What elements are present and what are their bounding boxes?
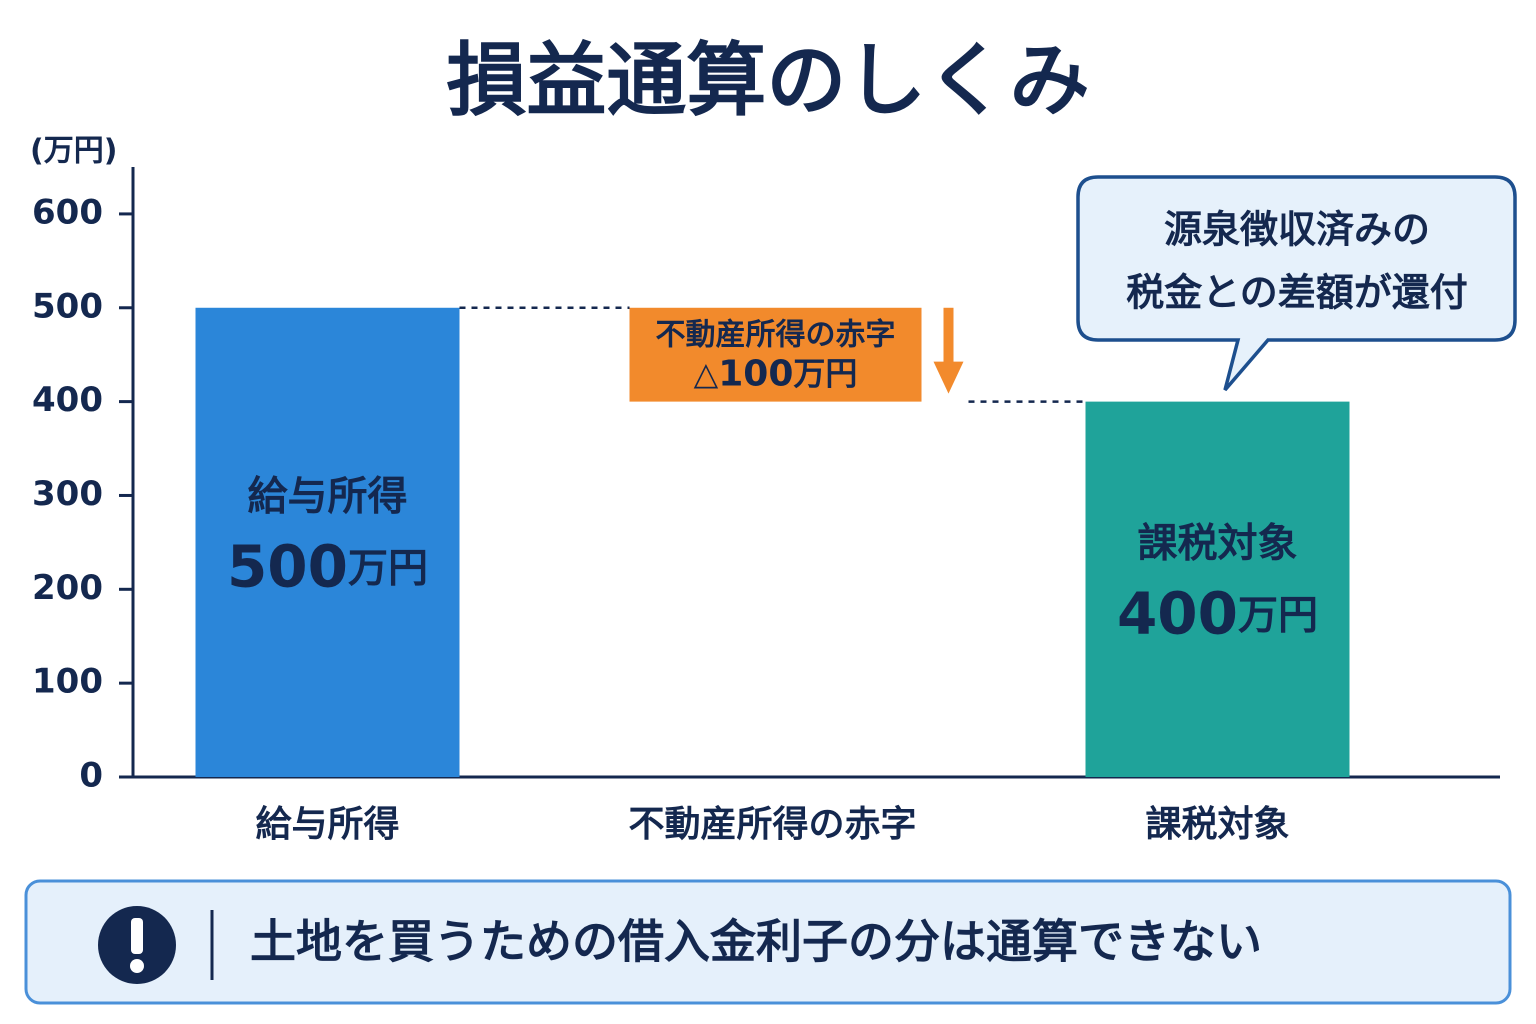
bar bbox=[195, 307, 460, 777]
chart-title: 損益通算のしくみ bbox=[446, 34, 1089, 127]
bar bbox=[1085, 401, 1350, 777]
callout-text: 税金との差額が還付 bbox=[1126, 271, 1468, 315]
arrow-shaft bbox=[943, 307, 954, 364]
bar-category: 不動産所得の赤字 bbox=[656, 317, 896, 352]
value-label-part: 100 bbox=[718, 353, 793, 394]
bar-category: 給与所得 bbox=[248, 473, 408, 519]
note-text: 土地を買うための借入金利子の分は通算できない bbox=[250, 915, 1262, 969]
value-label: 500万円 bbox=[227, 532, 428, 600]
y-tick-label: 100 bbox=[32, 662, 103, 702]
value-label: 400万円 bbox=[1117, 579, 1318, 647]
x-tick-label: 課税対象 bbox=[1145, 804, 1289, 845]
x-tick-label: 不動産所得の赤字 bbox=[628, 804, 916, 845]
y-tick-label: 300 bbox=[32, 474, 103, 514]
value-label: △100万円 bbox=[694, 353, 858, 394]
y-unit: (万円) bbox=[30, 134, 117, 169]
value-label-part: 500 bbox=[227, 532, 348, 600]
callout-box bbox=[1076, 175, 1517, 392]
note-box bbox=[24, 879, 1512, 1005]
value-label-part: △ bbox=[694, 354, 719, 392]
value-label-part: 万円 bbox=[793, 354, 857, 392]
value-label-part: 万円 bbox=[1238, 592, 1318, 638]
bar bbox=[629, 307, 922, 402]
callout-text: 源泉徴収済みの bbox=[1164, 208, 1430, 252]
y-tick-label: 500 bbox=[32, 286, 103, 326]
value-label-part: 400 bbox=[1117, 579, 1238, 647]
y-tick-label: 0 bbox=[79, 756, 103, 796]
arrow-head bbox=[933, 361, 964, 394]
y-tick-label: 600 bbox=[32, 192, 103, 232]
x-tick-label: 給与所得 bbox=[255, 804, 399, 845]
warning-icon bbox=[98, 906, 176, 984]
y-tick-label: 200 bbox=[32, 568, 103, 608]
y-tick-label: 400 bbox=[32, 380, 103, 420]
bar-category: 課税対象 bbox=[1138, 520, 1298, 566]
value-label-part: 万円 bbox=[348, 545, 428, 591]
